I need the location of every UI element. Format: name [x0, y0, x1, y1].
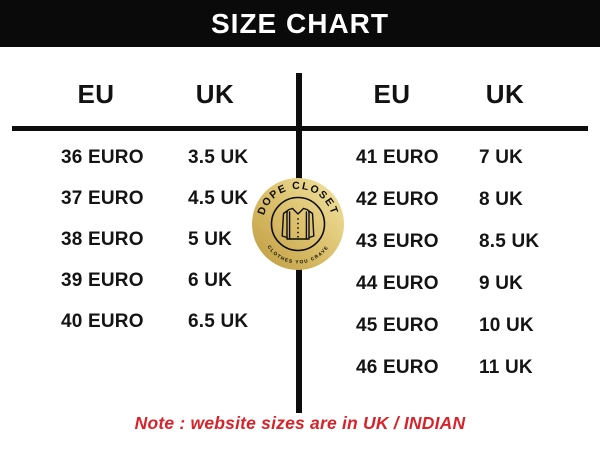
title-bar: SIZE CHART: [0, 0, 600, 47]
table-row: 39 EURO 6 UK: [0, 260, 296, 301]
table-row: 41 EURO 7 UK: [302, 137, 600, 179]
eu-size-cell: 44 EURO: [356, 273, 439, 294]
table-row: 38 EURO 5 UK: [0, 219, 296, 260]
table-row: 42 EURO 8 UK: [302, 179, 600, 221]
eu-size-cell: 45 EURO: [356, 315, 439, 336]
table-row: 45 EURO 10 UK: [302, 305, 600, 347]
eu-size-cell: 38 EURO: [61, 228, 144, 250]
uk-size-cell: 11 UK: [479, 357, 533, 378]
right-size-table: 41 EURO 7 UK 42 EURO 8 UK 43 EURO 8.5 UK…: [302, 137, 600, 389]
eu-size-cell: 42 EURO: [356, 189, 439, 210]
left-table-header-eu: EU: [77, 79, 115, 109]
eu-size-cell: 46 EURO: [356, 357, 439, 378]
table-row: 37 EURO 4.5 UK: [0, 178, 296, 219]
eu-size-cell: 36 EURO: [61, 146, 144, 168]
logo-inner-ring: [270, 196, 326, 252]
uk-size-cell: 8 UK: [479, 189, 524, 210]
page-title: SIZE CHART: [211, 7, 389, 39]
note-text: Note : website sizes are in UK / INDIAN: [134, 413, 466, 433]
uk-size-cell: 10 UK: [479, 315, 534, 336]
eu-size-cell: 43 EURO: [356, 231, 439, 252]
uk-size-cell: 6.5 UK: [188, 310, 249, 332]
eu-size-cell: 41 EURO: [356, 147, 439, 168]
table-row: 46 EURO 11 UK: [302, 347, 600, 389]
uk-size-cell: 3.5 UK: [188, 146, 249, 168]
table-row: 40 EURO 6.5 UK: [0, 301, 296, 342]
uk-size-cell: 9 UK: [479, 273, 524, 294]
dope-closet-logo: DOPE CLOSET CLOTHES YOU CRAVE: [252, 178, 344, 270]
table-row: 43 EURO 8.5 UK: [302, 221, 600, 263]
shirt-icon: [281, 207, 315, 240]
eu-size-cell: 37 EURO: [61, 187, 144, 209]
uk-size-cell: 4.5 UK: [188, 187, 249, 209]
uk-size-cell: 5 UK: [188, 228, 233, 250]
table-row: 36 EURO 3.5 UK: [0, 137, 296, 178]
left-size-table: 36 EURO 3.5 UK 37 EURO 4.5 UK 38 EURO 5 …: [0, 137, 296, 342]
left-table-header-uk: UK: [195, 79, 235, 109]
right-table-header-eu: EU: [373, 79, 411, 109]
uk-size-cell: 8.5 UK: [479, 231, 540, 252]
uk-size-cell: 6 UK: [188, 269, 233, 291]
eu-size-cell: 39 EURO: [61, 269, 144, 291]
eu-size-cell: 40 EURO: [61, 310, 144, 332]
right-table-header-uk: UK: [485, 79, 525, 109]
table-row: 44 EURO 9 UK: [302, 263, 600, 305]
uk-size-cell: 7 UK: [479, 147, 524, 168]
